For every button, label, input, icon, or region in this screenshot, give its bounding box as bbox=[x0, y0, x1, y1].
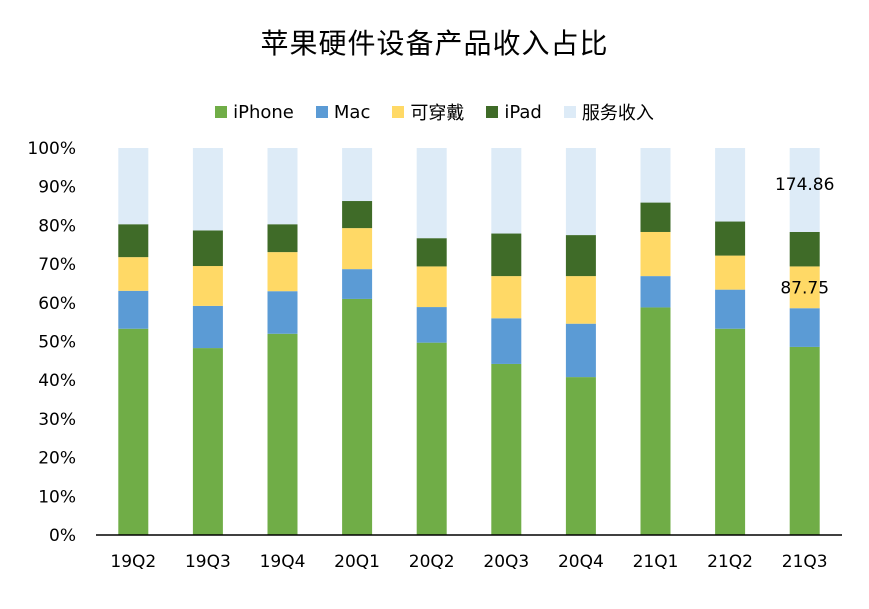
y-tick-label: 30% bbox=[38, 410, 76, 430]
x-tick-label: 19Q4 bbox=[260, 552, 306, 572]
legend-item: 服务收入 bbox=[563, 99, 654, 125]
bar-segment bbox=[342, 298, 373, 535]
chart-title: 苹果硬件设备产品收入占比 bbox=[260, 27, 609, 60]
bar-segment bbox=[416, 307, 447, 343]
y-tick-label: 50% bbox=[38, 333, 76, 353]
data-label: 87.75 bbox=[780, 278, 829, 298]
bar-segment bbox=[192, 305, 223, 349]
legend-label: 可穿戴 bbox=[410, 103, 465, 124]
bar-segment bbox=[640, 148, 671, 203]
bar-segment bbox=[416, 266, 447, 308]
legend-swatch bbox=[563, 106, 576, 118]
bar-segment bbox=[267, 291, 298, 334]
bar-segment bbox=[715, 289, 746, 329]
legend-label: 服务收入 bbox=[581, 103, 654, 124]
legend-label: Mac bbox=[333, 101, 371, 123]
bar-segment bbox=[789, 266, 820, 309]
bar-segment bbox=[565, 148, 596, 236]
bar-segment bbox=[118, 148, 149, 225]
bar-segment bbox=[118, 328, 149, 535]
legend-item: iPhone bbox=[215, 99, 294, 125]
x-tick-label: 19Q2 bbox=[110, 552, 156, 572]
bar-segment bbox=[491, 148, 522, 234]
bar-segment bbox=[342, 148, 373, 202]
bar-segment bbox=[118, 224, 149, 258]
x-tick-label: 21Q2 bbox=[707, 552, 753, 572]
x-tick-label: 20Q1 bbox=[334, 552, 380, 572]
y-tick-label: 0% bbox=[49, 526, 76, 546]
legend-swatch bbox=[315, 106, 328, 118]
bar-segment bbox=[267, 148, 298, 225]
bar-segment bbox=[192, 148, 223, 231]
legend-swatch bbox=[215, 106, 228, 118]
bar-segment bbox=[565, 377, 596, 535]
bar-segment bbox=[192, 266, 223, 306]
bar-segment bbox=[192, 348, 223, 535]
bar-segment bbox=[491, 318, 522, 364]
bar-segment bbox=[565, 235, 596, 277]
x-tick-label: 21Q3 bbox=[782, 552, 828, 572]
legend-item: Mac bbox=[315, 99, 371, 125]
bar-segment bbox=[565, 276, 596, 324]
bar-segment bbox=[491, 276, 522, 319]
bar-segment bbox=[715, 328, 746, 535]
y-tick-label: 80% bbox=[38, 216, 76, 236]
bar-segment bbox=[192, 230, 223, 267]
bar-segment bbox=[491, 363, 522, 535]
bar-segment bbox=[640, 307, 671, 535]
bar-segment bbox=[640, 276, 671, 308]
bar-segment bbox=[267, 224, 298, 253]
y-tick-label: 20% bbox=[38, 449, 76, 469]
bar-segment bbox=[789, 231, 820, 267]
bar-segment bbox=[416, 238, 447, 267]
x-tick-label: 19Q3 bbox=[185, 552, 231, 572]
bar-segment bbox=[715, 148, 746, 222]
bar-segment bbox=[342, 228, 373, 270]
data-label: 174.86 bbox=[775, 175, 834, 195]
bar-segment bbox=[715, 221, 746, 256]
chart-legend: iPhone Mac 可穿戴 iPad 服务收入 bbox=[0, 99, 869, 125]
bar-segment bbox=[789, 346, 820, 535]
legend-item: iPad bbox=[486, 99, 542, 125]
bar-segment bbox=[789, 148, 820, 232]
y-tick-label: 60% bbox=[38, 294, 76, 314]
legend-swatch bbox=[392, 106, 405, 118]
bar-segment bbox=[267, 333, 298, 535]
bar-segment bbox=[118, 257, 149, 291]
bar-segment bbox=[342, 201, 373, 229]
x-tick-label: 20Q3 bbox=[483, 552, 529, 572]
legend-label: iPhone bbox=[233, 101, 294, 123]
bar-segment bbox=[715, 255, 746, 290]
bar-segment bbox=[118, 290, 149, 329]
y-tick-label: 70% bbox=[38, 255, 76, 275]
bar-segment bbox=[565, 323, 596, 378]
bar-segment bbox=[491, 233, 522, 277]
bar-segment bbox=[416, 148, 447, 239]
bar-segment bbox=[267, 252, 298, 292]
bar-segment bbox=[416, 342, 447, 535]
y-tick-label: 100% bbox=[27, 139, 76, 159]
bar-segment bbox=[342, 269, 373, 299]
bar-segment bbox=[640, 231, 671, 277]
bar-segment bbox=[640, 202, 671, 232]
legend-label: iPad bbox=[504, 101, 542, 123]
y-tick-label: 40% bbox=[38, 371, 76, 391]
bar-segment bbox=[789, 308, 820, 347]
y-tick-label: 90% bbox=[38, 178, 76, 198]
x-tick-label: 20Q4 bbox=[558, 552, 604, 572]
x-tick-label: 20Q2 bbox=[409, 552, 455, 572]
y-tick-label: 10% bbox=[38, 487, 76, 507]
legend-swatch bbox=[486, 106, 499, 118]
x-tick-label: 21Q1 bbox=[633, 552, 679, 572]
legend-item: 可穿戴 bbox=[392, 99, 464, 125]
